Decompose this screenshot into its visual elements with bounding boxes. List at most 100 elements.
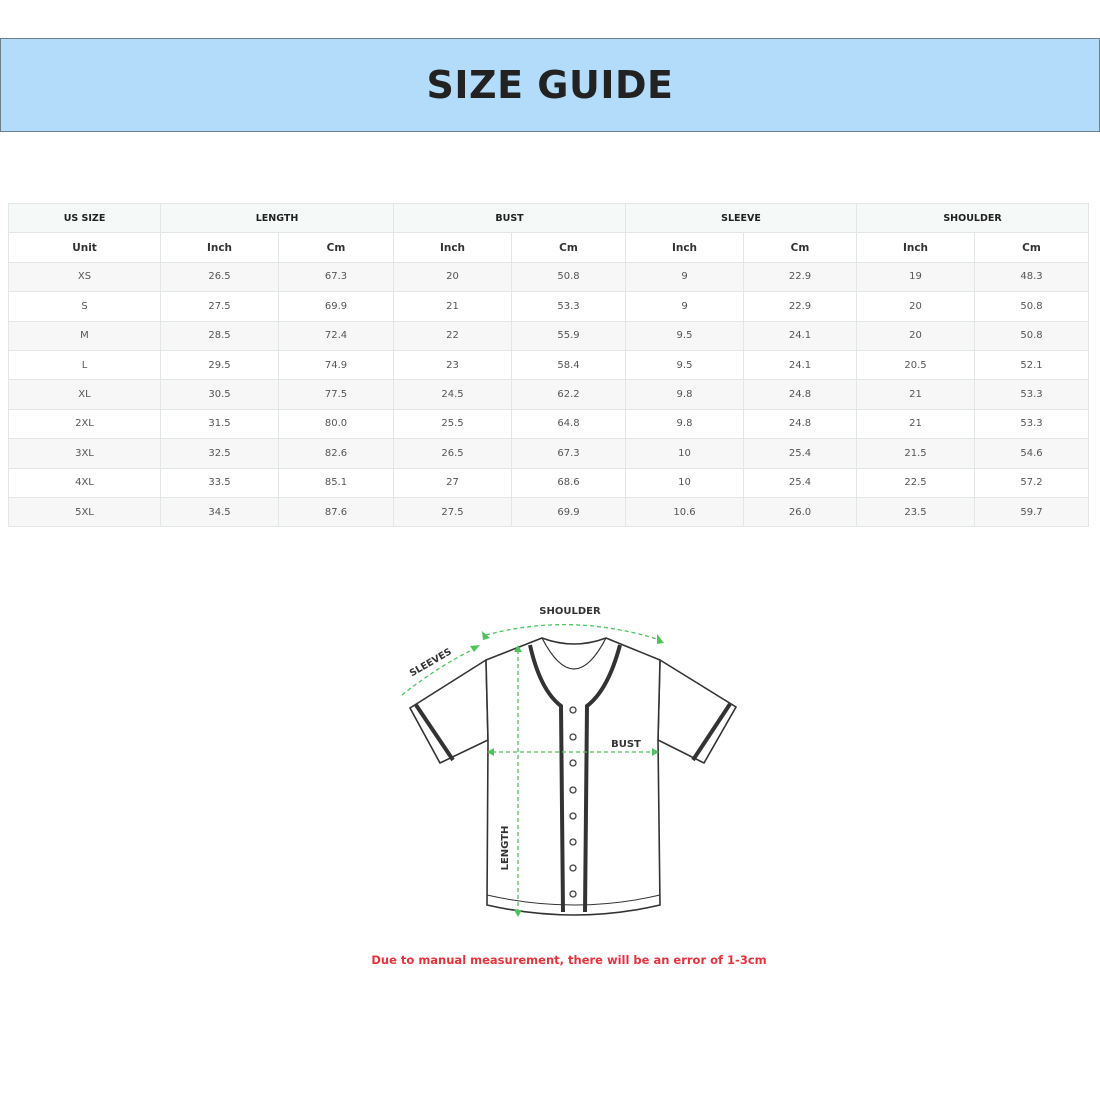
shirt-outline	[408, 637, 738, 916]
value-cell: 53.3	[973, 408, 1090, 440]
table-row: S 27.5 69.9 21 53.3 9 22.9 20 50.8	[8, 291, 1090, 322]
value-cell: 50.8	[973, 320, 1090, 351]
value-cell: 64.8	[511, 408, 626, 440]
value-cell: 25.5	[393, 408, 512, 440]
value-cell: 22	[393, 320, 512, 351]
group-header: BUST	[393, 202, 626, 234]
sleeves-arc	[401, 647, 477, 696]
value-cell: 72.4	[278, 320, 394, 351]
page-title: SIZE GUIDE	[426, 63, 674, 107]
value-cell: 82.6	[278, 438, 394, 469]
value-cell: 27.5	[160, 291, 279, 322]
value-cell: 87.6	[278, 496, 394, 528]
value-cell: 24.8	[743, 379, 857, 410]
value-cell: 21	[856, 408, 975, 440]
size-cell: L	[8, 349, 161, 381]
value-cell: 85.1	[278, 467, 394, 498]
value-cell: 9.5	[625, 320, 744, 351]
table-row: XL 30.5 77.5 24.5 62.2 9.8 24.8 21 53.3	[8, 379, 1090, 410]
value-cell: 24.1	[743, 320, 857, 351]
value-cell: 53.3	[511, 291, 626, 322]
group-header-row: US SIZE LENGTH BUST SLEEVE SHOULDER	[8, 202, 1090, 234]
value-cell: 53.3	[973, 379, 1090, 410]
unit-header: Cm	[743, 232, 857, 263]
value-cell: 67.3	[278, 261, 394, 293]
value-cell: 24.5	[393, 379, 512, 410]
size-cell: M	[8, 320, 161, 351]
value-cell: 26.5	[393, 438, 512, 469]
value-cell: 80.0	[278, 408, 394, 440]
button-icon	[569, 706, 577, 714]
value-cell: 57.2	[973, 467, 1090, 498]
value-cell: 25.4	[743, 438, 857, 469]
table-row: 2XL 31.5 80.0 25.5 64.8 9.8 24.8 21 53.3	[8, 408, 1090, 440]
table-row: 4XL 33.5 85.1 27 68.6 10 25.4 22.5 57.2	[8, 467, 1090, 498]
value-cell: 22.9	[743, 291, 857, 322]
button-icon	[569, 786, 577, 794]
size-cell: 3XL	[8, 438, 161, 469]
group-header: SLEEVE	[625, 202, 857, 234]
value-cell: 31.5	[160, 408, 279, 440]
size-cell: 4XL	[8, 467, 161, 498]
table-row: M 28.5 72.4 22 55.9 9.5 24.1 20 50.8	[8, 320, 1090, 351]
value-cell: 69.9	[278, 291, 394, 322]
value-cell: 54.6	[973, 438, 1090, 469]
button-icon	[569, 812, 577, 820]
bust-label: BUST	[611, 739, 641, 750]
value-cell: 48.3	[973, 261, 1090, 293]
value-cell: 77.5	[278, 379, 394, 410]
value-cell: 32.5	[160, 438, 279, 469]
value-cell: 69.9	[511, 496, 626, 528]
value-cell: 68.6	[511, 467, 626, 498]
value-cell: 55.9	[511, 320, 626, 351]
size-cell: XL	[8, 379, 161, 410]
value-cell: 9	[625, 291, 744, 322]
value-cell: 21	[393, 291, 512, 322]
value-cell: 29.5	[160, 349, 279, 381]
value-cell: 21.5	[856, 438, 975, 469]
value-cell: 26.0	[743, 496, 857, 528]
size-cell: 5XL	[8, 496, 161, 528]
value-cell: 21	[856, 379, 975, 410]
button-icon	[569, 838, 577, 846]
group-header: SHOULDER	[855, 202, 1090, 234]
shoulder-label: SHOULDER	[539, 606, 601, 617]
value-cell: 50.8	[973, 291, 1090, 322]
sleeve-stripes	[414, 702, 732, 762]
value-cell: 9.8	[625, 408, 744, 440]
header-banner: SIZE GUIDE	[0, 38, 1100, 132]
value-cell: 27	[393, 467, 512, 498]
unit-header: Inch	[160, 232, 279, 263]
table-row: L 29.5 74.9 23 58.4 9.5 24.1 20.5 52.1	[8, 349, 1090, 381]
value-cell: 26.5	[160, 261, 279, 293]
value-cell: 50.8	[511, 261, 626, 293]
value-cell: 25.4	[743, 467, 857, 498]
button-icon	[569, 733, 577, 741]
value-cell: 9.5	[625, 349, 744, 381]
value-cell: 62.2	[511, 379, 626, 410]
value-cell: 27.5	[393, 496, 512, 528]
group-header: LENGTH	[160, 202, 394, 234]
value-cell: 30.5	[160, 379, 279, 410]
placket	[528, 644, 622, 913]
value-cell: 9	[625, 261, 744, 293]
size-cell: 2XL	[8, 408, 161, 440]
value-cell: 22.9	[743, 261, 857, 293]
measurement-note: Due to manual measurement, there will be…	[371, 953, 767, 967]
value-cell: 58.4	[511, 349, 626, 381]
unit-header: Inch	[856, 232, 975, 263]
table-row: 3XL 32.5 82.6 26.5 67.3 10 25.4 21.5 54.6	[8, 438, 1090, 469]
measure-lines	[401, 624, 661, 912]
length-label: LENGTH	[500, 826, 511, 871]
value-cell: 74.9	[278, 349, 394, 381]
table-row: 5XL 34.5 87.6 27.5 69.9 10.6 26.0 23.5 59.7	[8, 496, 1090, 528]
value-cell: 24.8	[743, 408, 857, 440]
button-icon	[569, 759, 577, 767]
unit-header: Cm	[278, 232, 394, 263]
value-cell: 24.1	[743, 349, 857, 381]
value-cell: 10.6	[625, 496, 744, 528]
unit-header: Unit	[8, 232, 161, 263]
value-cell: 28.5	[160, 320, 279, 351]
unit-header-row: Unit Inch Cm Inch Cm Inch Cm Inch Cm	[8, 232, 1090, 263]
